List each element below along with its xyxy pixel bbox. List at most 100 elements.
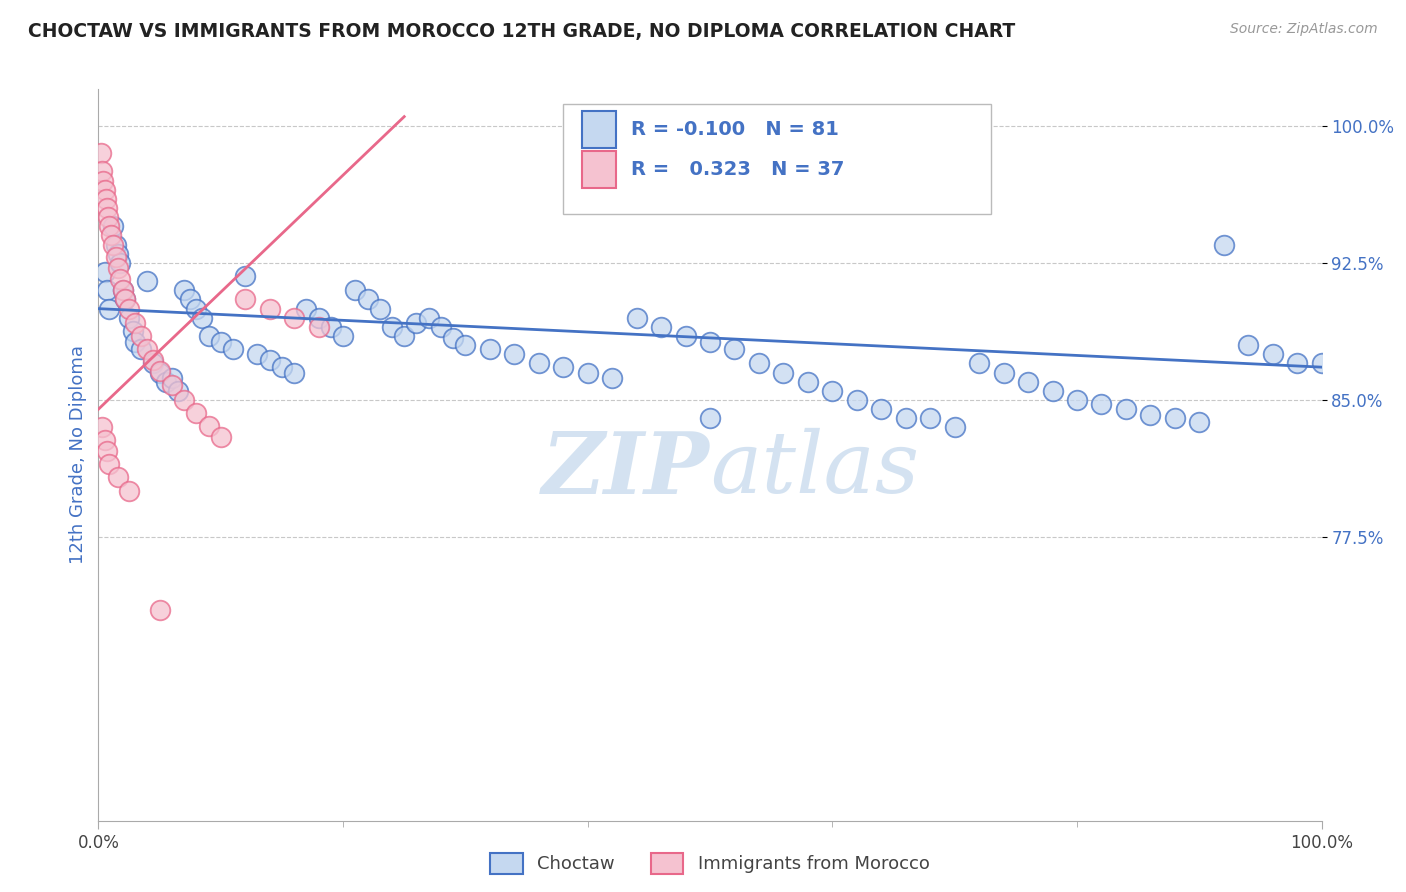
Point (1310, 357, 1333, 371)
Point (114, 293, 136, 307)
Point (405, 316, 427, 330)
Point (97, 211, 120, 225)
Point (356, 293, 378, 307)
Point (129, 329, 152, 343)
Point (96, 444, 118, 458)
Point (626, 310, 648, 325)
Point (845, 393, 868, 408)
Point (167, 384, 190, 398)
Point (1237, 338, 1260, 352)
Point (418, 310, 440, 325)
Point (118, 301, 141, 316)
Point (308, 310, 330, 325)
Point (441, 331, 464, 345)
Point (179, 293, 201, 307)
Point (1017, 375, 1039, 389)
Point (454, 338, 477, 352)
Point (104, 237, 127, 252)
Point (93, 265, 115, 279)
Point (1188, 415, 1211, 429)
Point (527, 357, 550, 371)
Point (160, 378, 183, 392)
Point (111, 284, 134, 298)
Point (124, 316, 146, 330)
Point (233, 268, 256, 283)
Point (160, 371, 183, 385)
Point (107, 247, 129, 261)
Point (91, 174, 114, 188)
Point (186, 301, 208, 316)
Point (142, 352, 165, 367)
Point (111, 284, 134, 298)
Point (149, 366, 172, 380)
Point (699, 411, 721, 425)
Text: ZIP: ZIP (543, 428, 710, 511)
Point (142, 357, 165, 371)
Point (104, 251, 127, 265)
Point (101, 219, 124, 234)
Point (118, 484, 141, 499)
Text: Source: ZipAtlas.com: Source: ZipAtlas.com (1230, 22, 1378, 37)
Point (110, 272, 132, 286)
Point (319, 320, 342, 334)
Point (478, 342, 501, 356)
Point (1139, 408, 1161, 422)
Point (197, 418, 219, 433)
Point (503, 347, 526, 361)
Y-axis label: 12th Grade, No Diploma: 12th Grade, No Diploma (69, 345, 87, 565)
Point (967, 357, 990, 371)
Point (308, 320, 330, 334)
Point (270, 360, 294, 375)
Point (186, 406, 208, 420)
Point (149, 364, 172, 378)
Point (114, 293, 136, 307)
Point (155, 375, 177, 389)
Point (90, 146, 112, 161)
Point (430, 320, 453, 334)
Point (1212, 237, 1234, 252)
Point (118, 310, 141, 325)
Point (1261, 347, 1284, 361)
Point (283, 366, 305, 380)
Point (259, 352, 281, 367)
Point (870, 402, 893, 417)
Point (91, 420, 114, 434)
FancyBboxPatch shape (582, 112, 616, 148)
Point (121, 324, 143, 338)
Point (295, 301, 318, 316)
Point (283, 310, 305, 325)
Point (368, 301, 391, 316)
FancyBboxPatch shape (582, 152, 616, 188)
Point (191, 310, 214, 325)
Point (149, 603, 172, 617)
Point (222, 342, 245, 356)
Point (650, 320, 672, 334)
Point (98, 219, 121, 234)
Point (136, 274, 159, 288)
Point (821, 384, 844, 398)
Point (576, 366, 599, 380)
Legend: Choctaw, Immigrants from Morocco: Choctaw, Immigrants from Morocco (484, 846, 936, 881)
Point (96, 201, 118, 215)
Point (748, 357, 770, 371)
Point (209, 430, 232, 444)
Text: R = -0.100   N = 81: R = -0.100 N = 81 (630, 120, 838, 139)
Point (101, 237, 124, 252)
Point (209, 334, 232, 349)
Point (344, 284, 367, 298)
Point (1286, 357, 1309, 371)
Point (332, 329, 354, 343)
Point (259, 301, 281, 316)
Point (91, 164, 114, 178)
Point (96, 284, 118, 298)
Point (173, 284, 195, 298)
Point (110, 256, 132, 270)
Point (233, 293, 256, 307)
Point (600, 371, 623, 385)
Point (920, 411, 942, 425)
Point (107, 470, 129, 484)
Point (1042, 384, 1064, 398)
Text: R =   0.323   N = 37: R = 0.323 N = 37 (630, 161, 844, 179)
Text: CHOCTAW VS IMMIGRANTS FROM MOROCCO 12TH GRADE, NO DIPLOMA CORRELATION CHART: CHOCTAW VS IMMIGRANTS FROM MOROCCO 12TH … (28, 22, 1015, 41)
Point (797, 375, 820, 389)
